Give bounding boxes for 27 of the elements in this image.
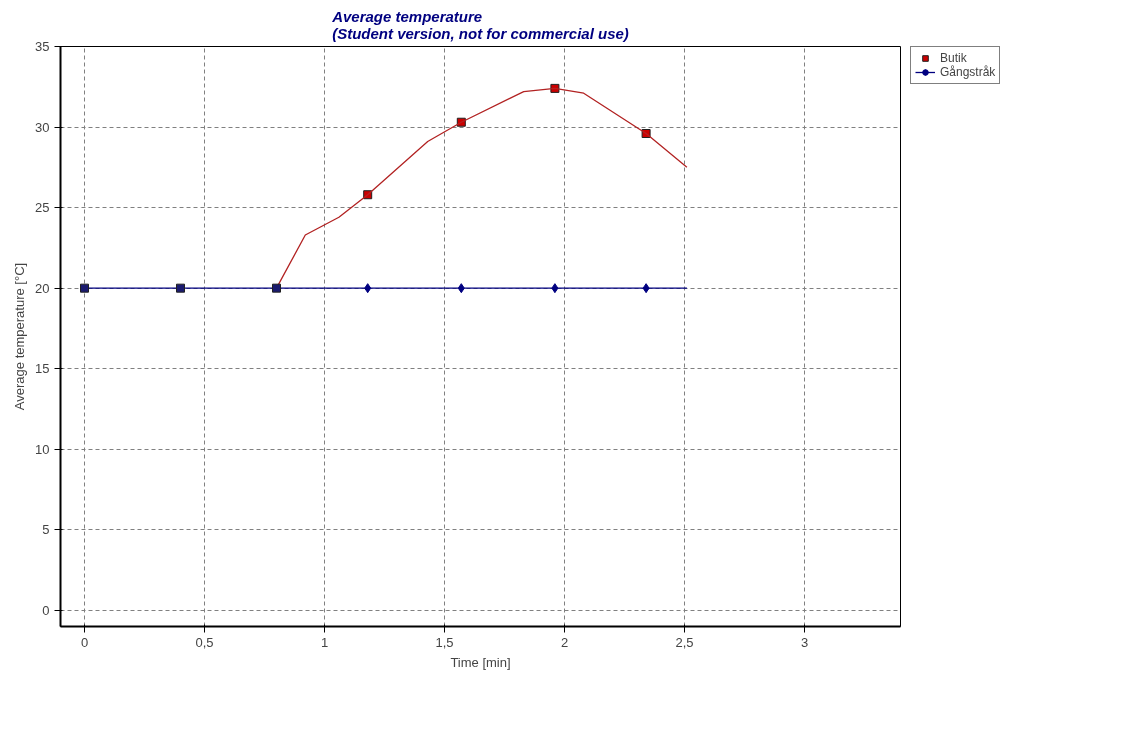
x-tick-label: 3	[800, 634, 809, 650]
point	[80, 283, 89, 293]
x-tick-label: 0,5	[195, 634, 214, 650]
legend-label: Butik	[940, 51, 967, 65]
point	[176, 283, 185, 293]
point	[642, 283, 650, 294]
chart-title: Average temperature (Student version, not for commercial use)	[331, 7, 629, 42]
y-tick-label: 20	[35, 280, 50, 296]
y-tick-label: 35	[35, 39, 50, 54]
x-tick-label: 0	[80, 634, 89, 650]
y-tick-label: 25	[35, 200, 50, 216]
y-axis-title: Average temperature [°C]	[12, 262, 28, 411]
y-tick-label: 15	[35, 361, 50, 377]
y-tick-label: 5	[42, 522, 50, 538]
point	[551, 283, 559, 294]
y-tick-label: 30	[35, 119, 50, 135]
y-tick-label: 10	[35, 441, 50, 457]
y-tick-label: 0	[42, 602, 50, 618]
x-axis-title: Time [min]	[450, 654, 511, 670]
x-tick-label: 1,5	[435, 634, 454, 650]
x-tick-label: 2,5	[675, 634, 694, 650]
legend-label: Gångstråk	[940, 65, 996, 79]
x-tick-label: 1	[320, 634, 329, 650]
x-tick-label: 2	[560, 634, 569, 650]
point	[272, 283, 281, 293]
point	[364, 283, 372, 294]
point	[457, 283, 465, 294]
